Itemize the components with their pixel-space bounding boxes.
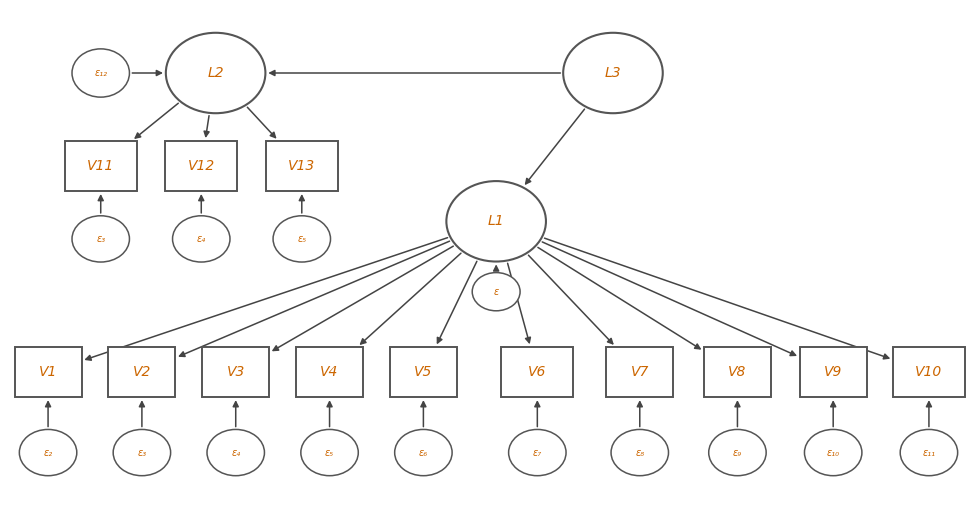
FancyBboxPatch shape <box>165 141 237 191</box>
Text: L1: L1 <box>488 214 504 228</box>
FancyBboxPatch shape <box>15 347 82 397</box>
Text: ε₃: ε₃ <box>138 447 147 458</box>
FancyBboxPatch shape <box>296 347 363 397</box>
Text: ε₅: ε₅ <box>325 447 334 458</box>
Text: V10: V10 <box>915 365 943 379</box>
Text: V8: V8 <box>728 365 746 379</box>
Ellipse shape <box>20 429 77 476</box>
Text: V9: V9 <box>824 365 842 379</box>
FancyBboxPatch shape <box>799 347 867 397</box>
Text: ε₃: ε₃ <box>96 234 106 244</box>
Text: V13: V13 <box>288 159 316 173</box>
Text: V5: V5 <box>414 365 433 379</box>
FancyBboxPatch shape <box>893 347 965 397</box>
Ellipse shape <box>804 429 862 476</box>
Ellipse shape <box>173 216 230 262</box>
Text: ε: ε <box>493 287 499 297</box>
Ellipse shape <box>708 429 766 476</box>
Text: ε₈: ε₈ <box>635 447 645 458</box>
Ellipse shape <box>900 429 957 476</box>
Ellipse shape <box>274 216 330 262</box>
Ellipse shape <box>472 272 520 311</box>
Text: V3: V3 <box>227 365 245 379</box>
Text: ε₄: ε₄ <box>196 234 206 244</box>
Text: ε₁₀: ε₁₀ <box>827 447 839 458</box>
Text: V12: V12 <box>188 159 215 173</box>
Text: V6: V6 <box>529 365 546 379</box>
Text: ε₇: ε₇ <box>532 447 542 458</box>
Text: L3: L3 <box>605 66 621 80</box>
Ellipse shape <box>301 429 359 476</box>
FancyBboxPatch shape <box>202 347 270 397</box>
Ellipse shape <box>611 429 668 476</box>
Text: V11: V11 <box>87 159 114 173</box>
Text: ε₁₂: ε₁₂ <box>94 68 107 78</box>
Ellipse shape <box>72 216 129 262</box>
Text: L2: L2 <box>207 66 224 80</box>
Ellipse shape <box>509 429 566 476</box>
Ellipse shape <box>395 429 452 476</box>
Text: V4: V4 <box>320 365 339 379</box>
Text: ε₆: ε₆ <box>419 447 428 458</box>
FancyBboxPatch shape <box>703 347 771 397</box>
Text: V2: V2 <box>133 365 151 379</box>
Text: ε₉: ε₉ <box>733 447 742 458</box>
FancyBboxPatch shape <box>607 347 673 397</box>
FancyBboxPatch shape <box>108 347 176 397</box>
Text: ε₁₁: ε₁₁ <box>922 447 935 458</box>
Ellipse shape <box>446 181 546 262</box>
FancyBboxPatch shape <box>390 347 457 397</box>
Ellipse shape <box>72 49 129 97</box>
Text: V7: V7 <box>630 365 649 379</box>
FancyBboxPatch shape <box>501 347 573 397</box>
FancyBboxPatch shape <box>266 141 338 191</box>
Text: V1: V1 <box>39 365 58 379</box>
Text: ε₅: ε₅ <box>297 234 307 244</box>
Ellipse shape <box>563 33 662 113</box>
Ellipse shape <box>113 429 171 476</box>
Text: ε₂: ε₂ <box>44 447 53 458</box>
FancyBboxPatch shape <box>64 141 137 191</box>
Text: ε₄: ε₄ <box>232 447 240 458</box>
Ellipse shape <box>166 33 266 113</box>
Ellipse shape <box>207 429 265 476</box>
